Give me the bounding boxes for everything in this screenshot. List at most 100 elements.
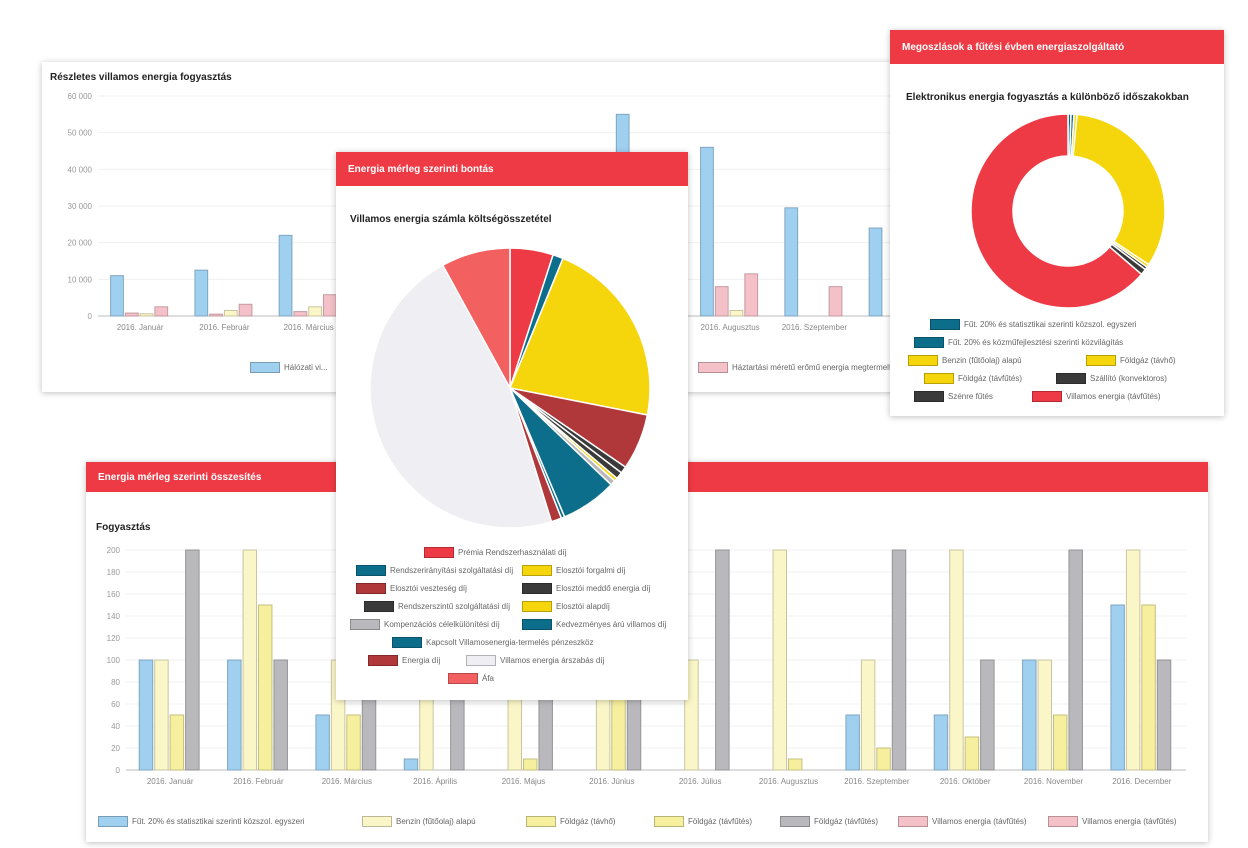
pie-legend-item[interactable]: Villamos energia árszabás díj xyxy=(466,655,604,666)
bottom-ytick-label: 180 xyxy=(107,568,121,577)
pie-legend-label: Kapcsolt Villamosenergia-termelés pénzes… xyxy=(426,638,594,647)
pie-legend-label: Áfa xyxy=(482,674,495,683)
donut-slice-8 xyxy=(970,113,1143,309)
donut-legend-item[interactable]: Szénre fűtés xyxy=(914,391,993,402)
pie-legend-swatch xyxy=(368,655,398,666)
pie-legend-item[interactable]: Kompenzációs célelkülönítési díj xyxy=(350,619,500,630)
pie-legend-swatch xyxy=(522,601,552,612)
bottom-bar xyxy=(1110,604,1125,771)
donut-legend-swatch xyxy=(1032,391,1062,402)
bottom-chart-title: Fogyasztás xyxy=(96,522,151,533)
bottom-legend-item[interactable]: Villamos energia (távfűtés) xyxy=(1048,816,1177,827)
monthly-legend-label-1: Hálózati vi... xyxy=(284,363,328,372)
monthly-legend-item-2[interactable]: Háztartási méretű erőmű energia megterme… xyxy=(698,362,891,373)
pie-legend-label: Rendszerirányítási szolgáltatási díj xyxy=(390,566,514,575)
bottom-legend: Fűt. 20% és statisztikai szerinti közszo… xyxy=(86,462,1208,842)
bottom-panel-header-text: Energia mérleg szerinti összesítés xyxy=(98,471,262,483)
bottom-legend-item[interactable]: Földgáz (távfűtés) xyxy=(780,816,878,827)
bottom-legend-label: Villamos energia (távfűtés) xyxy=(1082,817,1177,826)
cost-pie-chart xyxy=(369,247,651,529)
monthly-bar xyxy=(700,146,714,317)
bottom-xtick-label: 2016. November xyxy=(1024,777,1083,786)
pie-legend-swatch xyxy=(364,601,394,612)
pie-panel-header: Energia mérleg szerinti bontás xyxy=(336,152,688,186)
pie-legend-item[interactable]: Kedvezményes árú villamos díj xyxy=(522,619,666,630)
bottom-bar xyxy=(1156,659,1172,771)
donut-legend-item[interactable]: Fűt. 20% és statisztikai szerinti közszo… xyxy=(930,319,1137,330)
donut-legend-item[interactable]: Szállító (konvektoros) xyxy=(1056,373,1167,384)
bottom-legend-item[interactable]: Földgáz (távhő) xyxy=(526,816,616,827)
monthly-legend-item-1[interactable]: Hálózati vi... xyxy=(250,362,328,373)
donut-legend-item[interactable]: Földgáz (távhő) xyxy=(1086,355,1176,366)
bottom-legend-label: Földgáz (távhő) xyxy=(560,817,616,826)
pie-legend-item[interactable]: Áfa xyxy=(448,673,494,684)
bottom-bar xyxy=(1141,604,1156,771)
pie-slice-12 xyxy=(369,264,553,529)
bottom-xtick-label: 2016. Október xyxy=(940,777,991,786)
cost-pie-panel: Energia mérleg szerinti bontás Villamos … xyxy=(336,152,688,700)
bottom-bar xyxy=(315,714,330,771)
pie-legend-label: Prémia Rendszerhasználati díj xyxy=(458,548,567,557)
bottom-bar xyxy=(258,604,273,771)
donut-legend-item[interactable]: Benzin (fűtőolaj) alapú xyxy=(908,355,1022,366)
monthly-legend-swatch-1 xyxy=(250,362,280,373)
bottom-xtick-label: 2016. Szeptember xyxy=(844,777,910,786)
pie-panel-header-text: Energia mérleg szerinti bontás xyxy=(348,163,494,175)
pie-legend-item[interactable]: Kapcsolt Villamosenergia-termelés pénzes… xyxy=(392,637,594,648)
bottom-bar xyxy=(346,714,361,771)
donut-legend-label: Szénre fűtés xyxy=(948,392,993,401)
donut-legend-item[interactable]: Földgáz (távfűtés) xyxy=(924,373,1022,384)
pie-legend-item[interactable]: Rendszerirányítási szolgáltatási díj xyxy=(356,565,513,576)
pie-legend-swatch xyxy=(424,547,454,558)
donut-panel-header: Megoszlások a fűtési évben energiaszolgá… xyxy=(890,30,1224,64)
donut-legend-item[interactable]: Fűt. 20% és közműfejlesztési szerinti kö… xyxy=(914,337,1123,348)
bottom-legend-label: Földgáz (távfűtés) xyxy=(814,817,879,826)
monthly-legend-swatch-2 xyxy=(698,362,728,373)
bottom-xtick-label: 2016. Június xyxy=(589,777,634,786)
pie-legend-swatch xyxy=(466,655,496,666)
pie-legend-label: Elosztói alapdíj xyxy=(556,602,610,611)
bottom-xtick-label: 2016. Április xyxy=(413,777,457,786)
bottom-legend-item[interactable]: Fűt. 20% és statisztikai szerinti közszo… xyxy=(98,816,305,827)
pie-legend-item[interactable]: Elosztói forgalmi díj xyxy=(522,565,625,576)
bottom-legend-swatch xyxy=(1048,816,1078,827)
pie-slice-3 xyxy=(508,257,651,416)
pie-legend-item[interactable]: Elosztói veszteség díj xyxy=(356,583,467,594)
pie-legend-swatch xyxy=(356,565,386,576)
monthly-bar xyxy=(278,234,293,317)
bottom-bar xyxy=(273,659,288,771)
bottom-bar xyxy=(169,714,185,771)
monthly-bar xyxy=(293,311,308,317)
bottom-xtick-label: 2016. Augusztus xyxy=(759,777,818,786)
monthly-bar xyxy=(729,310,744,317)
monthly-ytick-label: 20 000 xyxy=(68,239,93,248)
pie-legend-label: Elosztói forgalmi díj xyxy=(556,566,626,575)
donut-panel-header-text: Megoszlások a fűtési évben energiaszolgá… xyxy=(902,41,1125,53)
bottom-legend-label: Villamos energia (távfűtés) xyxy=(932,817,1027,826)
bottom-legend-swatch xyxy=(654,816,684,827)
pie-legend-item[interactable]: Energia díj xyxy=(368,655,440,666)
monthly-bar xyxy=(308,306,322,317)
donut-legend-label: Villamos energia (távfűtés) xyxy=(1066,392,1161,401)
pie-legend-item[interactable]: Elosztói alapdíj xyxy=(522,601,610,612)
donut-legend-item[interactable]: Villamos energia (távfűtés) xyxy=(1032,391,1161,402)
pie-legend-swatch xyxy=(392,637,422,648)
bottom-xtick-label: 2016. Január xyxy=(147,777,194,786)
bottom-ytick-label: 40 xyxy=(111,722,120,731)
bottom-bar xyxy=(684,659,699,771)
bottom-ytick-label: 120 xyxy=(107,634,121,643)
pie-legend-item[interactable]: Rendszerszintű szolgáltatási díj xyxy=(364,601,510,612)
bottom-bar xyxy=(980,659,995,771)
bottom-legend-item[interactable]: Földgáz (távfűtés) xyxy=(654,816,752,827)
donut-chart-title: Elektronikus energia fogyasztás a különb… xyxy=(906,92,1189,103)
bottom-legend-swatch xyxy=(362,816,392,827)
pie-legend-item[interactable]: Elosztói meddő energia díj xyxy=(522,583,650,594)
donut-legend-swatch xyxy=(924,373,954,384)
donut-legend-label: Benzin (fűtőolaj) alapú xyxy=(942,356,1022,365)
bottom-bar xyxy=(788,758,803,771)
monthly-ytick-label: 40 000 xyxy=(68,165,93,174)
bottom-legend-item[interactable]: Benzin (fűtőolaj) alapú xyxy=(362,816,476,827)
bottom-legend-item[interactable]: Villamos energia (távfűtés) xyxy=(898,816,1027,827)
monthly-xtick-label: 2016. Február xyxy=(199,323,250,332)
pie-legend-item[interactable]: Prémia Rendszerhasználati díj xyxy=(424,547,567,558)
